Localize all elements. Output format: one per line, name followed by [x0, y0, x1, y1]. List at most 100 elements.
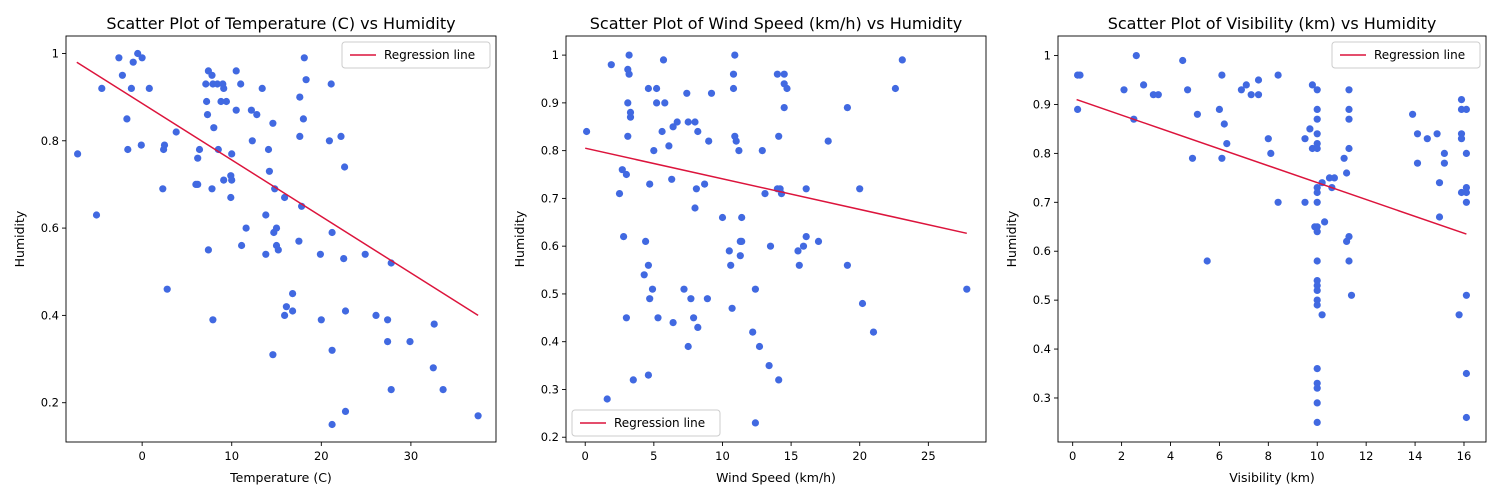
data-point [1254, 76, 1263, 84]
data-point [137, 141, 145, 149]
data-point [222, 97, 230, 106]
data-point [272, 241, 281, 250]
x-tick-label: 6 [1216, 449, 1223, 463]
data-point [262, 211, 270, 219]
data-point [731, 51, 739, 59]
data-point [341, 407, 350, 415]
data-point [795, 261, 803, 269]
data-point [1462, 188, 1470, 197]
data-point [690, 314, 698, 322]
data-point [253, 111, 261, 119]
data-point [728, 304, 736, 312]
data-point [802, 185, 810, 193]
chart-panel-wind-speed: Scatter Plot of Wind Speed (km/h) vs Hum… [512, 14, 987, 485]
y-tick-label: 0.2 [541, 430, 559, 444]
data-point [299, 115, 307, 123]
data-point [1313, 365, 1321, 373]
scatter-points [583, 51, 971, 427]
data-point [281, 193, 289, 202]
data-point [963, 285, 971, 293]
y-tick-label: 0.4 [541, 335, 559, 349]
chart-panel-visibility: Scatter Plot of Visibility (km) vs Humid… [1004, 14, 1487, 485]
data-point [1462, 149, 1470, 157]
data-point [341, 163, 349, 171]
data-point [217, 97, 225, 106]
data-point [159, 185, 167, 193]
plot-frame [1057, 35, 1487, 443]
data-point [1203, 257, 1211, 265]
data-point [1267, 149, 1275, 157]
data-point [1254, 91, 1263, 99]
data-point [659, 56, 668, 64]
data-point [247, 106, 255, 114]
data-point [703, 295, 712, 303]
data-point [328, 228, 336, 237]
data-point [227, 193, 235, 202]
data-point [701, 180, 709, 188]
data-point [1457, 96, 1466, 104]
data-point [691, 204, 699, 212]
data-point [644, 84, 653, 93]
data-point [751, 285, 760, 293]
data-point [780, 70, 788, 78]
y-tick-label: 0.8 [41, 134, 59, 148]
data-point [1301, 135, 1309, 143]
data-point [780, 104, 788, 112]
data-point [232, 106, 240, 114]
data-point [1308, 81, 1316, 89]
data-point [228, 176, 236, 184]
data-point [684, 118, 692, 126]
data-point [1074, 105, 1082, 113]
data-point [607, 61, 615, 69]
data-point [1313, 399, 1321, 407]
data-point [1188, 154, 1197, 162]
x-axis-label: Temperature (C) [229, 470, 332, 485]
data-point [799, 242, 808, 250]
data-point [228, 150, 236, 158]
data-point [646, 295, 654, 303]
data-point [214, 145, 222, 154]
data-point [680, 285, 688, 293]
data-point [316, 250, 324, 258]
data-point [1264, 135, 1272, 143]
data-point [129, 58, 137, 66]
data-point [1313, 198, 1321, 206]
data-point [118, 71, 126, 79]
x-tick-label: 20 [314, 449, 329, 463]
data-point [92, 211, 101, 219]
y-tick-label: 0.6 [41, 221, 59, 235]
data-point [204, 246, 212, 254]
data-point [264, 145, 273, 154]
y-tick-label: 0.6 [541, 239, 559, 253]
x-tick-label: 5 [650, 449, 657, 463]
data-point [1313, 144, 1321, 153]
y-tick-label: 0.7 [541, 191, 559, 205]
data-point [295, 237, 303, 245]
data-point [766, 242, 775, 250]
data-point [1440, 159, 1448, 167]
data-point [248, 137, 256, 145]
data-point [296, 93, 304, 101]
data-point [625, 51, 633, 59]
data-point [242, 224, 250, 232]
y-tick-label: 0.9 [541, 96, 559, 110]
data-point [1313, 286, 1321, 294]
data-point [1462, 413, 1470, 422]
plot-frame [565, 35, 987, 443]
data-point [729, 70, 738, 78]
data-point [327, 80, 335, 88]
legend-entry: Regression line [614, 416, 705, 430]
y-tick-label: 0.3 [1033, 391, 1051, 405]
data-point [773, 70, 782, 78]
data-point [736, 252, 744, 260]
y-tick-label: 0.7 [1033, 195, 1051, 209]
y-tick-label: 0.5 [1033, 293, 1051, 307]
data-point [1313, 257, 1321, 265]
x-tick-label: 20 [852, 449, 867, 463]
data-point [1301, 198, 1309, 206]
data-point [640, 271, 648, 279]
data-point [646, 180, 654, 188]
legend-box [341, 41, 491, 69]
data-point [341, 307, 350, 315]
